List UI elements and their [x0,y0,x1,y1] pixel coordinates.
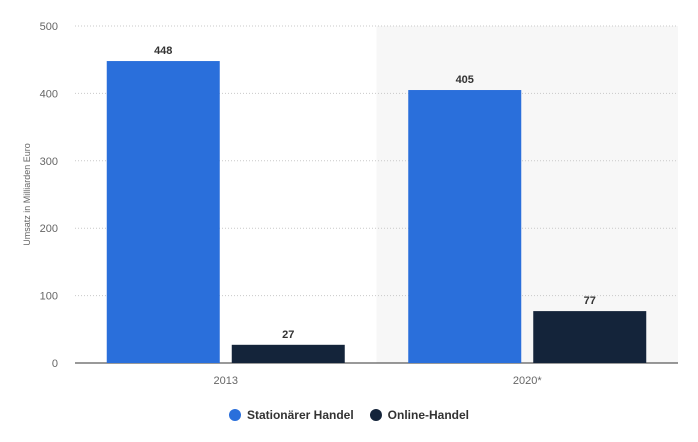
legend-label: Stationärer Handel [246,408,354,422]
bar-chart: 0 100 200 300 400 500 Umsatz in Milliarden Eur… [22,21,678,387]
y-tick-label: 0 [52,358,58,370]
legend-marker-icon [228,409,241,421]
bar-online-handel[interactable] [533,311,647,363]
data-label: 405 [456,74,474,86]
data-label: 448 [154,45,172,57]
y-tick-label: 400 [40,88,58,100]
legend-item-online-handel[interactable]: Online-Handel [369,408,470,422]
data-label: 27 [282,329,294,341]
chart-legend: Stationärer Handel Online-Handel [0,408,698,422]
legend-item-stationaerer-handel[interactable]: Stationärer Handel [228,408,354,422]
x-tick-label: 2013 [214,375,238,387]
bar-stationaerer-handel[interactable] [106,61,220,363]
data-label: 77 [584,295,596,307]
y-axis-title: Umsatz in Milliarden Euro [22,143,32,246]
bar-online-handel[interactable] [231,344,345,363]
legend-marker-icon [369,409,382,421]
bar-stationaerer-handel[interactable] [408,90,522,363]
y-tick-label: 100 [40,291,58,303]
x-tick-label: 2020* [513,375,542,387]
y-tick-label: 500 [40,21,58,33]
y-tick-label: 300 [40,156,58,168]
legend-label: Online-Handel [387,408,470,422]
y-tick-label: 200 [40,223,58,235]
